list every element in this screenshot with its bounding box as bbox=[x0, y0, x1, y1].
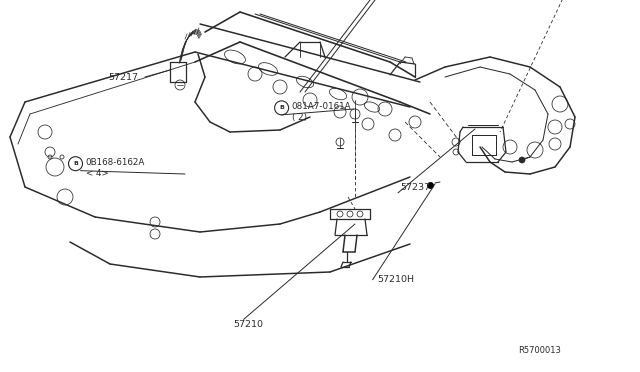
Text: 57210: 57210 bbox=[234, 320, 264, 329]
Text: 57210H: 57210H bbox=[378, 275, 415, 284]
Text: 57217: 57217 bbox=[108, 73, 138, 81]
Text: R5700013: R5700013 bbox=[518, 346, 561, 355]
Text: B: B bbox=[279, 105, 284, 110]
Circle shape bbox=[519, 157, 525, 163]
Text: < 4>: < 4> bbox=[86, 169, 108, 178]
Text: 081A7-0161A: 081A7-0161A bbox=[292, 102, 351, 111]
Text: 0B168-6162A: 0B168-6162A bbox=[86, 158, 145, 167]
Text: ( 2): ( 2) bbox=[292, 113, 307, 122]
Text: B: B bbox=[73, 161, 78, 166]
Text: 57237: 57237 bbox=[400, 183, 430, 192]
